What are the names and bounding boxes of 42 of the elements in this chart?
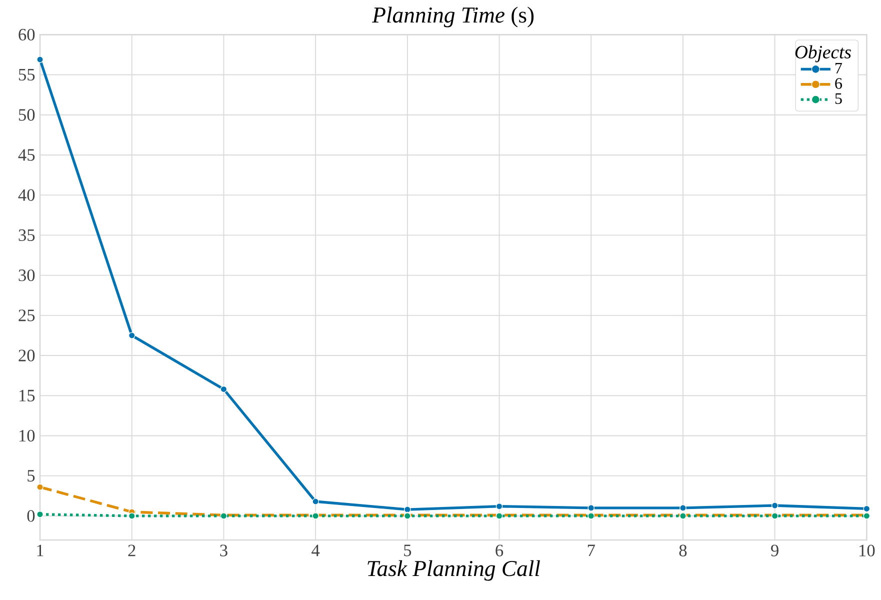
x-tick-label: 9 (771, 544, 778, 556)
y-tick-label: 25 (18, 310, 35, 322)
legend-label: 5 (835, 93, 842, 104)
point (588, 504, 595, 512)
point (771, 502, 778, 509)
chart-title: Planning Time (s) (372, 6, 534, 28)
y-tick-label: 30 (18, 269, 35, 282)
point (220, 386, 228, 393)
x-tick-label: 4 (312, 544, 320, 556)
legend-label: 7 (836, 62, 842, 74)
y-tick-label: 60 (18, 28, 35, 41)
point (496, 502, 503, 510)
x-tick-label: 10 (860, 544, 875, 556)
x-tick-label: 7 (588, 544, 595, 556)
point (36, 56, 44, 63)
y-tick-label: 10 (19, 430, 35, 442)
point (863, 505, 870, 512)
y-tick-label: 0 (27, 510, 35, 522)
x-tick-label: 3 (220, 544, 228, 556)
legend-label: 6 (835, 78, 842, 89)
y-tick-label: 20 (18, 350, 35, 362)
x-tick-label: 8 (679, 544, 687, 556)
y-tick-label: 15 (19, 390, 35, 402)
x-tick-label: 2 (128, 544, 136, 556)
x-tick-label: 6 (496, 544, 504, 556)
y-tick-label: 50 (18, 109, 35, 121)
x-axis-title: Task Planning Call (368, 560, 540, 581)
y-tick-label: 55 (18, 69, 35, 81)
y-tick-label: 35 (18, 229, 35, 242)
y-tick-label: 5 (28, 470, 35, 482)
legend-title: Objects (795, 45, 851, 62)
point (36, 510, 44, 518)
point (128, 512, 136, 520)
point (128, 332, 136, 339)
point (404, 506, 411, 513)
point (680, 504, 686, 512)
point (36, 484, 44, 490)
y-tick-label: 40 (18, 189, 35, 201)
x-tick-label: 1 (37, 544, 44, 556)
x-tick-label: 5 (404, 544, 412, 556)
y-tick-label: 45 (18, 149, 35, 161)
point (312, 498, 319, 505)
